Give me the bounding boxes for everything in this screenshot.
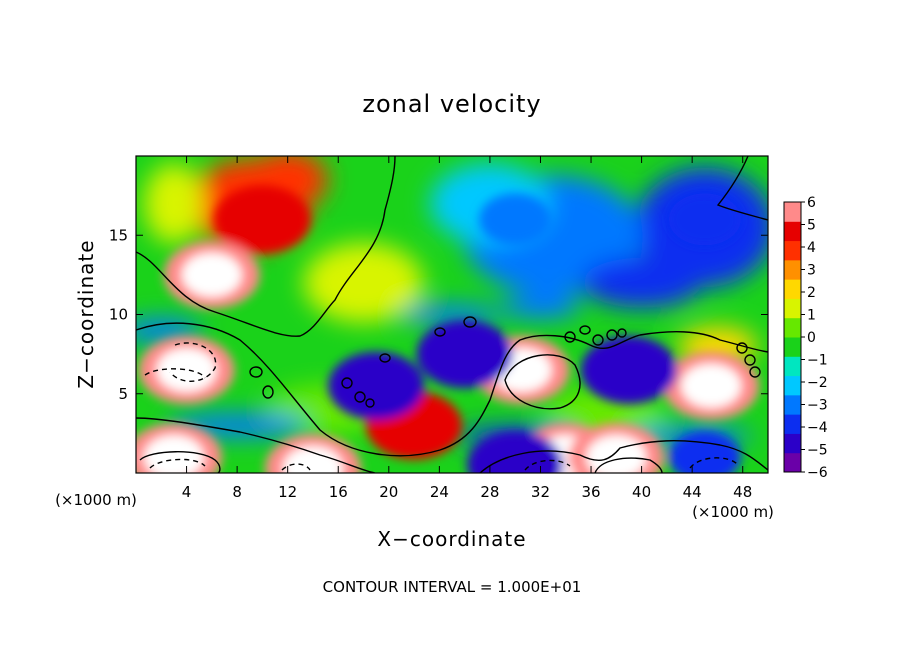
colorbar-swatch [784,240,801,261]
x-tick-label: 4 [182,483,192,501]
contour-cell [249,366,263,378]
colorbar-label: −6 [807,465,828,481]
heatmap-feature [479,193,552,246]
x-tick-label: 12 [278,483,297,501]
contour-cell [341,377,353,389]
zero-contour-right [716,156,768,221]
heatmap-saturated-core [156,347,217,392]
contour-cell [579,325,591,335]
y-unit-note: (×1000 m) [55,491,137,509]
x-tick-label: 44 [683,483,702,501]
colorbar-label: 1 [807,308,816,324]
contour-cell [592,334,604,346]
colorbar-label: −5 [807,443,828,459]
contour-cell [262,385,274,399]
heatmap-saturated-core [282,446,343,473]
heatmap-region [143,163,204,244]
colorbar-label: 0 [807,330,816,346]
x-tick-label: 36 [581,483,600,501]
x-tick-label: 16 [329,483,348,501]
colorbar-label: −1 [807,353,828,369]
zero-contour-upper [136,156,396,337]
x-tick-label: 28 [480,483,499,501]
colorbar-label: 4 [807,240,816,256]
y-tick-label: 10 [109,306,128,324]
colorbar-swatch [784,433,801,454]
contour-cell [606,329,618,341]
contour-cell [749,366,761,378]
colorbar-swatch [784,259,801,280]
heatmap-feature [467,431,564,473]
contour-dashed-bottom-2 [281,463,311,471]
contour-cell [617,328,627,338]
contour-cell [736,342,748,354]
contour-cell [744,354,756,366]
x-axis-ticks: 4 8 12 16 20 24 28 32 36 40 44 48 [182,156,752,501]
contour-loop-bottom [594,457,663,473]
colorbar-label: −2 [807,375,828,391]
y-tick-label: 15 [109,226,128,244]
colorbar-swatch [784,317,801,338]
zero-contour-lower [136,417,376,473]
heatmap-region [402,304,502,325]
x-tick-label: 40 [632,483,651,501]
x-axis-label: X−coordinate [377,527,526,551]
contour-cell [434,327,446,337]
heatmap-region [581,257,702,308]
x-tick-label: 32 [531,483,550,501]
colorbar-swatch [784,394,801,415]
contour-cell [379,353,391,363]
colorbar-swatch [784,375,801,396]
heatmap-feature [416,320,513,389]
colorbar-label: 6 [807,195,816,211]
contour-cell [564,331,576,343]
colorbar-label: 5 [807,218,816,234]
contour-dashed-bottom-3 [524,459,571,471]
colorbar-swatch [784,279,801,299]
heatmap-feature [214,185,311,254]
contour-cell [365,398,375,408]
heatmap-region [303,242,424,323]
contour-loop-left [139,451,221,473]
colorbar: 6 5 4 3 2 1 0 −1 −2 −3 −4 −5 −6 [783,195,828,481]
heatmap-feature [668,431,741,473]
colorbar-swatch [784,337,801,357]
contour-interval-footer: CONTOUR INTERVAL = 1.000E+01 [323,578,582,596]
y-axis-label: Z−coordinate [74,239,98,388]
colorbar-label: 2 [807,285,816,301]
heatmap-feature [580,335,677,404]
colorbar-swatch [784,298,801,319]
contour-loop-mid [504,354,581,410]
x-tick-label: 48 [733,483,752,501]
colorbar-swatch [784,221,801,242]
y-tick-label: 5 [118,385,128,403]
x-tick-label: 24 [430,483,449,501]
contour-dashed-bottom [149,458,206,469]
colorbar-label: −3 [807,398,828,414]
contour-cell [463,316,477,328]
x-tick-label: 8 [232,483,242,501]
heatmap-saturated-core [681,363,742,408]
contour-cell [354,391,366,403]
colorbar-swatch [784,452,801,473]
heatmap-region [500,294,581,319]
colorbar-label: 3 [807,263,816,279]
zero-contour-bottom [479,440,768,473]
x-tick-label: 20 [379,483,398,501]
chart-title: zonal velocity [362,90,541,118]
colorbar-label: −4 [807,420,828,436]
heatmap-saturated-core [181,252,242,297]
heatmap-field [136,156,768,473]
heatmap-feature [328,351,425,420]
y-axis-ticks: 5 10 15 [109,226,768,403]
heatmap-feature [668,193,741,246]
zero-contour-middle [136,322,768,457]
colorbar-swatch [784,414,801,434]
colorbar-swatch [784,356,801,377]
x-unit-note: (×1000 m) [692,503,774,521]
colorbar-swatch [784,202,801,222]
contour-dashed-bottom-4 [689,457,739,469]
contour-dashed-left [169,342,217,382]
